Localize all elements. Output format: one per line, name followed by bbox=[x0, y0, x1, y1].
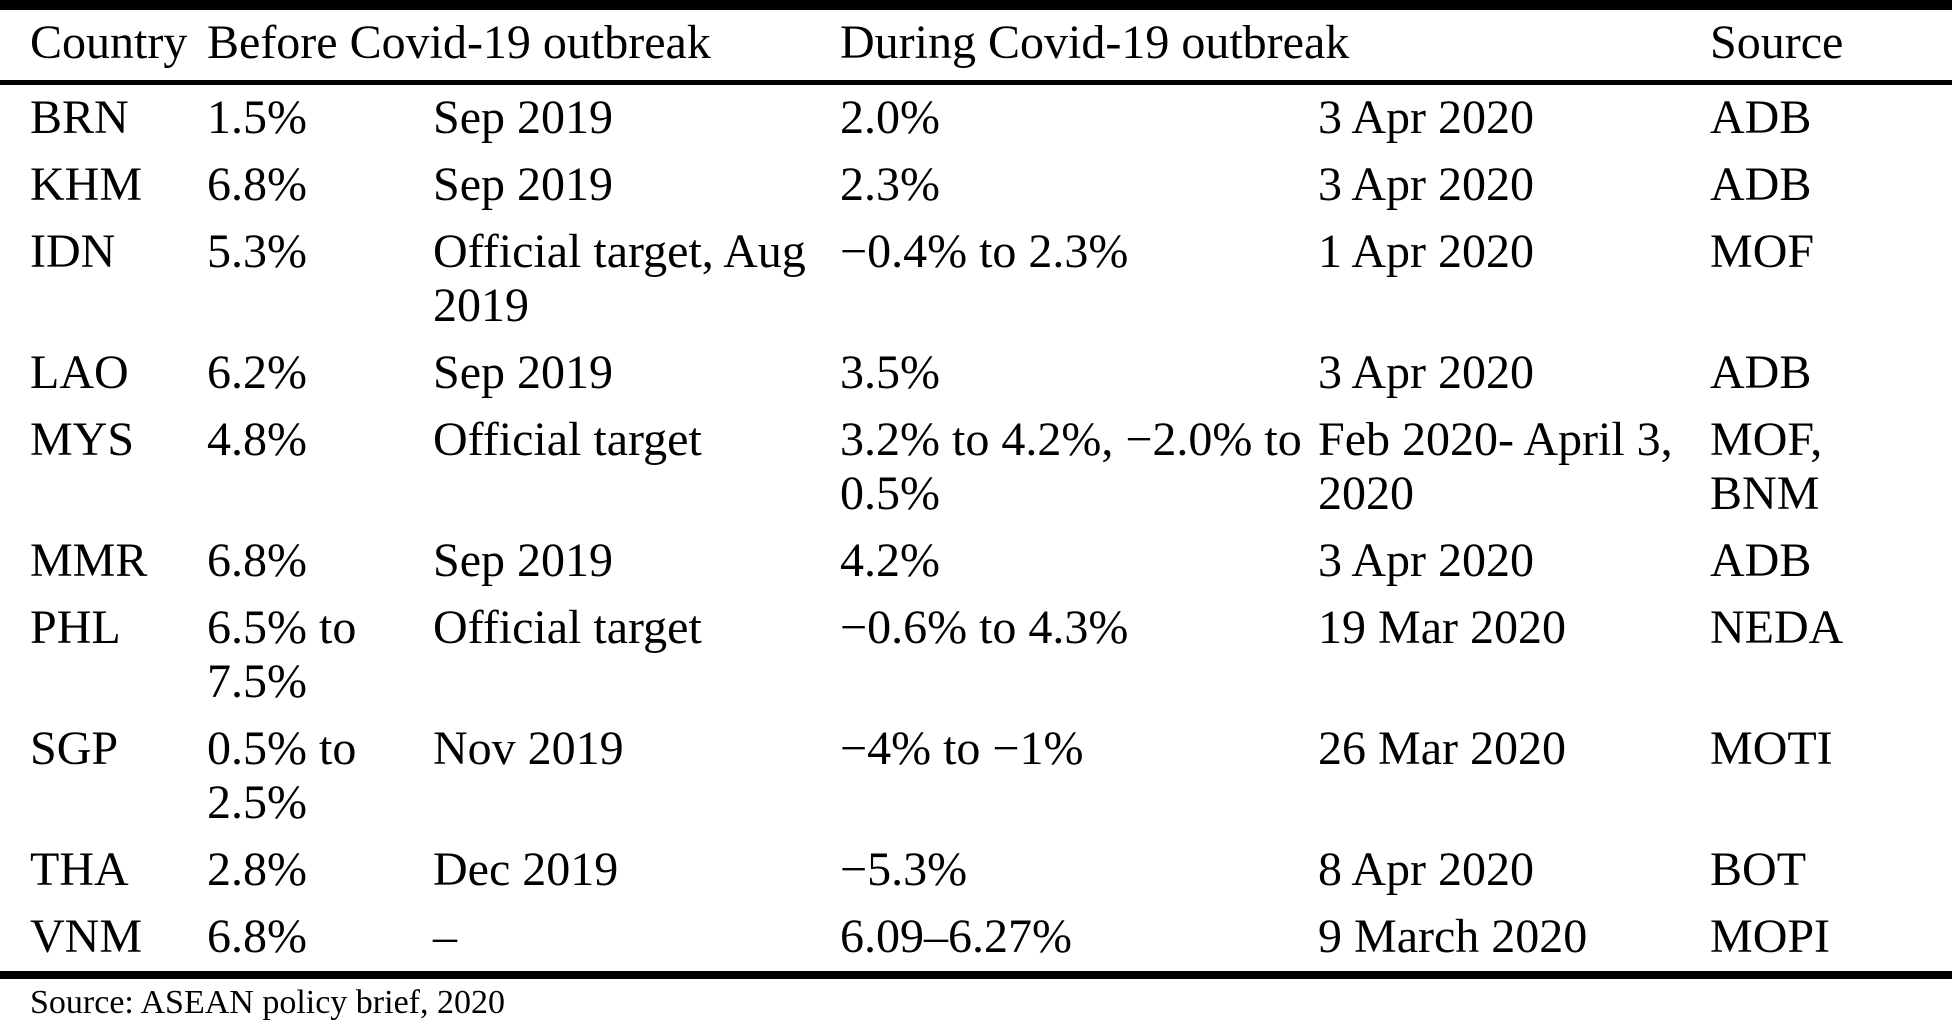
cell-during-date: 8 Apr 2020 bbox=[1318, 843, 1535, 896]
gdp-forecast-table: Country Before Covid-19 outbreak During … bbox=[0, 0, 1952, 979]
cell-during-value: 3.2% to 4.2%, −2.0% to 0.5% bbox=[840, 413, 1302, 520]
cell-during-date: 19 Mar 2020 bbox=[1318, 601, 1566, 654]
cell-source: ADB bbox=[1710, 346, 1812, 399]
cell-during-date: 1 Apr 2020 bbox=[1318, 225, 1535, 278]
header-source: Source bbox=[1710, 5, 1952, 85]
cell-country: VNM bbox=[30, 910, 143, 963]
cell-during-value: −4% to −1% bbox=[840, 722, 1084, 775]
header-during-outbreak: During Covid-19 outbreak bbox=[840, 5, 1711, 85]
cell-before-date: Nov 2019 bbox=[433, 722, 624, 775]
header-before-outbreak: Before Covid-19 outbreak bbox=[207, 5, 841, 85]
cell-source: MOF bbox=[1710, 225, 1815, 278]
cell-before-value: 4.8% bbox=[207, 413, 307, 466]
table-row: MMR 6.8% Sep 2019 4.2% 3 Apr 2020 ADB bbox=[0, 528, 1952, 595]
cell-source: ADB bbox=[1710, 91, 1812, 144]
cell-during-value: 6.09–6.27% bbox=[840, 910, 1072, 963]
cell-before-value: 6.5% to 7.5% bbox=[207, 601, 357, 708]
cell-before-date: Sep 2019 bbox=[433, 346, 613, 399]
cell-before-date: Official target bbox=[433, 413, 702, 466]
table-row: IDN 5.3% Official target, Aug 2019 −0.4%… bbox=[0, 219, 1952, 340]
cell-during-value: 4.2% bbox=[840, 534, 940, 587]
cell-during-value: 2.0% bbox=[840, 91, 940, 144]
cell-before-date: Sep 2019 bbox=[433, 534, 613, 587]
cell-country: SGP bbox=[30, 722, 119, 775]
cell-before-value: 6.2% bbox=[207, 346, 307, 399]
cell-during-date: 3 Apr 2020 bbox=[1318, 346, 1535, 399]
cell-source: MOPI bbox=[1710, 910, 1831, 963]
header-country: Country bbox=[0, 5, 207, 85]
cell-before-value: 6.8% bbox=[207, 910, 307, 963]
cell-country: BRN bbox=[30, 91, 129, 144]
cell-country: THA bbox=[30, 843, 129, 896]
cell-source: ADB bbox=[1710, 158, 1812, 211]
cell-before-date: Official target, Aug 2019 bbox=[433, 225, 806, 332]
cell-country: MYS bbox=[30, 413, 135, 466]
cell-before-date: Dec 2019 bbox=[433, 843, 619, 896]
cell-during-date: 3 Apr 2020 bbox=[1318, 534, 1535, 587]
cell-during-value: 2.3% bbox=[840, 158, 940, 211]
cell-source: ADB bbox=[1710, 534, 1812, 587]
cell-during-value: 3.5% bbox=[840, 346, 940, 399]
cell-during-value: −5.3% bbox=[840, 843, 968, 896]
cell-before-date: Official target bbox=[433, 601, 702, 654]
table-row: MYS 4.8% Official target 3.2% to 4.2%, −… bbox=[0, 407, 1952, 528]
cell-country: IDN bbox=[30, 225, 116, 278]
cell-before-date: Sep 2019 bbox=[433, 91, 613, 144]
cell-before-date: – bbox=[433, 910, 457, 963]
cell-during-date: Feb 2020- April 3, 2020 bbox=[1318, 413, 1673, 520]
cell-source: MOF, BNM bbox=[1710, 413, 1823, 520]
cell-before-value: 6.8% bbox=[207, 158, 307, 211]
cell-source: MOTI bbox=[1710, 722, 1833, 775]
cell-before-date: Sep 2019 bbox=[433, 158, 613, 211]
table-row: LAO 6.2% Sep 2019 3.5% 3 Apr 2020 ADB bbox=[0, 340, 1952, 407]
cell-before-value: 6.8% bbox=[207, 534, 307, 587]
table-row: KHM 6.8% Sep 2019 2.3% 3 Apr 2020 ADB bbox=[0, 152, 1952, 219]
cell-country: LAO bbox=[30, 346, 129, 399]
table-row: VNM 6.8% – 6.09–6.27% 9 March 2020 MOPI bbox=[0, 904, 1952, 975]
cell-country: MMR bbox=[30, 534, 148, 587]
cell-source: BOT bbox=[1710, 843, 1807, 896]
table-row: SGP 0.5% to 2.5% Nov 2019 −4% to −1% 26 … bbox=[0, 716, 1952, 837]
cell-during-date: 26 Mar 2020 bbox=[1318, 722, 1566, 775]
cell-during-date: 3 Apr 2020 bbox=[1318, 91, 1535, 144]
cell-during-value: −0.6% to 4.3% bbox=[840, 601, 1129, 654]
cell-country: KHM bbox=[30, 158, 143, 211]
cell-during-date: 3 Apr 2020 bbox=[1318, 158, 1535, 211]
cell-country: PHL bbox=[30, 601, 121, 654]
table-header-row: Country Before Covid-19 outbreak During … bbox=[0, 5, 1952, 85]
cell-during-value: −0.4% to 2.3% bbox=[840, 225, 1129, 278]
cell-during-date: 9 March 2020 bbox=[1318, 910, 1588, 963]
cell-source: NEDA bbox=[1710, 601, 1844, 654]
table-row: PHL 6.5% to 7.5% Official target −0.6% t… bbox=[0, 595, 1952, 716]
cell-before-value: 1.5% bbox=[207, 91, 307, 144]
table-source-note: Source: ASEAN policy brief, 2020 bbox=[30, 984, 505, 1021]
table-row: THA 2.8% Dec 2019 −5.3% 8 Apr 2020 BOT bbox=[0, 837, 1952, 904]
table-row: BRN 1.5% Sep 2019 2.0% 3 Apr 2020 ADB bbox=[0, 83, 1952, 153]
cell-before-value: 0.5% to 2.5% bbox=[207, 722, 357, 829]
cell-before-value: 5.3% bbox=[207, 225, 307, 278]
cell-before-value: 2.8% bbox=[207, 843, 307, 896]
